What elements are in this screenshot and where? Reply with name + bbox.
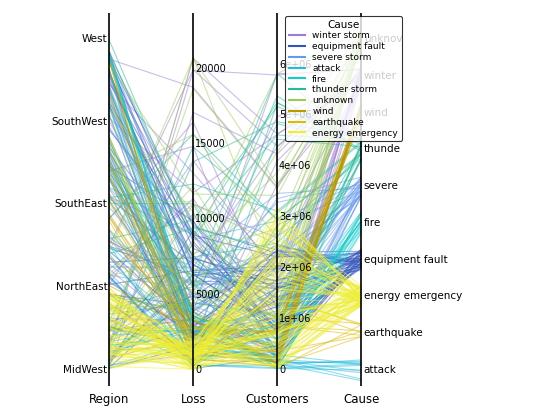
Text: 4e+06: 4e+06 xyxy=(279,161,311,171)
Text: thunde: thunde xyxy=(364,144,401,154)
Text: equipment fault: equipment fault xyxy=(364,255,447,265)
Text: winter: winter xyxy=(364,71,396,81)
Text: fire: fire xyxy=(364,218,381,228)
Text: 15000: 15000 xyxy=(195,139,226,150)
Text: 5e+06: 5e+06 xyxy=(279,110,311,121)
Text: unknov: unknov xyxy=(364,34,402,44)
Text: 2e+06: 2e+06 xyxy=(279,263,311,273)
Text: wind: wind xyxy=(364,108,389,118)
Text: SouthEast: SouthEast xyxy=(55,200,108,210)
Text: attack: attack xyxy=(364,365,396,375)
Text: 20000: 20000 xyxy=(195,64,226,74)
Legend: winter storm, equipment fault, severe storm, attack, fire, thunder storm, unknow: winter storm, equipment fault, severe st… xyxy=(285,16,402,141)
Text: earthquake: earthquake xyxy=(364,328,423,338)
Text: MidWest: MidWest xyxy=(63,365,108,375)
Text: NorthEast: NorthEast xyxy=(56,282,108,292)
Text: 0: 0 xyxy=(195,365,201,375)
Text: 3e+06: 3e+06 xyxy=(279,212,311,222)
Text: 5000: 5000 xyxy=(195,290,220,300)
Text: 10000: 10000 xyxy=(195,215,226,225)
Text: 1e+06: 1e+06 xyxy=(279,314,311,324)
Text: West: West xyxy=(82,34,108,44)
Text: energy emergency: energy emergency xyxy=(364,291,462,301)
Text: 6e+06: 6e+06 xyxy=(279,60,311,69)
Text: 0: 0 xyxy=(279,365,285,375)
Text: SouthWest: SouthWest xyxy=(52,117,108,127)
Text: severe: severe xyxy=(364,181,399,191)
